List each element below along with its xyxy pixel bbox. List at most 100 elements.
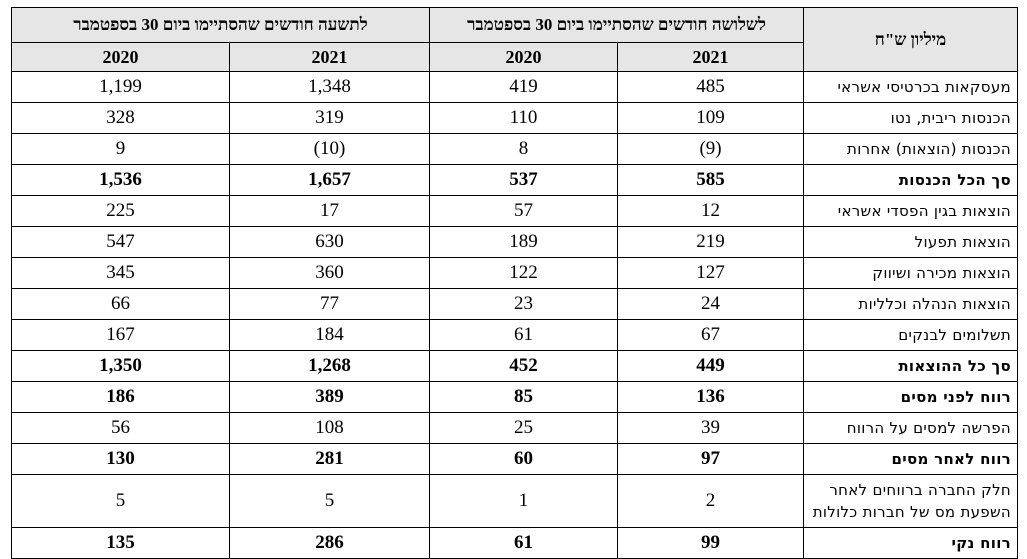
row-value: 1,348 xyxy=(229,71,430,103)
row-value: 286 xyxy=(229,527,430,559)
row-value: 39 xyxy=(617,412,805,444)
row-value: 77 xyxy=(229,288,430,320)
row-value: 419 xyxy=(428,71,619,103)
row-label: הוצאות בגין הפסדי אשראי xyxy=(803,195,1019,227)
row-value: 135 xyxy=(11,527,230,559)
row-value: 24 xyxy=(617,288,805,320)
table-row: סך כל ההוצאות 449 452 1,268 1,350 xyxy=(11,350,1019,382)
row-value: 547 xyxy=(11,226,230,258)
row-value: 485 xyxy=(617,71,805,103)
row-value: 23 xyxy=(428,288,619,320)
row-label: סך הכל הכנסות xyxy=(803,164,1019,196)
row-value: 136 xyxy=(617,381,805,413)
table-body: מעסקאות בכרטיסי אשראי 485 419 1,348 1,199 הכנ… xyxy=(11,71,1019,559)
row-value: 127 xyxy=(617,257,805,289)
table-row: תשלומים לבנקים 67 61 184 167 xyxy=(11,319,1019,351)
row-value: 328 xyxy=(11,102,230,134)
row-value: 219 xyxy=(617,226,805,258)
row-value: 1,536 xyxy=(11,164,230,196)
row-value: 85 xyxy=(428,381,619,413)
row-label: רווח לאחר מסים xyxy=(803,443,1019,475)
label-column-header: מיליון ש"ח xyxy=(803,7,1019,72)
table-row: הוצאות בגין הפסדי אשראי 12 57 17 225 xyxy=(11,195,1019,227)
row-value: 5 xyxy=(229,474,430,528)
row-value: 60 xyxy=(428,443,619,475)
row-value: 9 xyxy=(11,133,230,165)
row-value: 1 xyxy=(428,474,619,528)
row-value: 122 xyxy=(428,257,619,289)
row-label: רווח לפני מסים xyxy=(803,381,1019,413)
row-label: הפרשה למסים על הרווח xyxy=(803,412,1019,444)
table-row: רווח לפני מסים 136 85 389 186 xyxy=(11,381,1019,413)
row-value: 25 xyxy=(428,412,619,444)
row-value: 630 xyxy=(229,226,430,258)
row-value: 99 xyxy=(617,527,805,559)
year-header: 2020 xyxy=(11,42,230,72)
row-value: 61 xyxy=(428,527,619,559)
table-row: מעסקאות בכרטיסי אשראי 485 419 1,348 1,199 xyxy=(11,71,1019,103)
table-row: סך הכל הכנסות 585 537 1,657 1,536 xyxy=(11,164,1019,196)
table-row: הוצאות תפעול 219 189 630 547 xyxy=(11,226,1019,258)
row-value: 452 xyxy=(428,350,619,382)
row-value: 1,350 xyxy=(11,350,230,382)
row-label: הוצאות מכירה ושיווק xyxy=(803,257,1019,289)
row-value: 281 xyxy=(229,443,430,475)
year-header: 2021 xyxy=(617,42,805,72)
year-header: 2021 xyxy=(229,42,430,72)
row-value: 56 xyxy=(11,412,230,444)
row-value: 108 xyxy=(229,412,430,444)
row-value: 57 xyxy=(428,195,619,227)
row-value: 1,268 xyxy=(229,350,430,382)
row-label: מעסקאות בכרטיסי אשראי xyxy=(803,71,1019,103)
table-row: חלק החברה ברווחים לאחר השפעת מס של חברות… xyxy=(11,474,1019,528)
row-value: 1,657 xyxy=(229,164,430,196)
row-value: 449 xyxy=(617,350,805,382)
table-row: הכנסות ריבית, נטו 109 110 319 328 xyxy=(11,102,1019,134)
row-label: חלק החברה ברווחים לאחר השפעת מס של חברות… xyxy=(803,474,1019,528)
row-value: 186 xyxy=(11,381,230,413)
row-value: 345 xyxy=(11,257,230,289)
row-label: סך כל ההוצאות xyxy=(803,350,1019,382)
year-header: 2020 xyxy=(428,42,619,72)
row-value: 189 xyxy=(428,226,619,258)
row-value: 389 xyxy=(229,381,430,413)
row-value: 167 xyxy=(11,319,230,351)
row-value: (10) xyxy=(229,133,430,165)
row-value: 225 xyxy=(11,195,230,227)
table-row: הוצאות הנהלה וכלליות 24 23 77 66 xyxy=(11,288,1019,320)
row-value: 2 xyxy=(617,474,805,528)
row-value: 1,199 xyxy=(11,71,230,103)
row-label: הכנסות (הוצאות) אחרות xyxy=(803,133,1019,165)
table-header: מיליון ש"ח לשלושה חודשים שהסתיימו ביום 3… xyxy=(11,7,1019,72)
header-group-row: מיליון ש"ח לשלושה חודשים שהסתיימו ביום 3… xyxy=(11,7,1019,72)
table-row: הוצאות מכירה ושיווק 127 122 360 345 xyxy=(11,257,1019,289)
row-value: 8 xyxy=(428,133,619,165)
table-row: רווח נקי 99 61 286 135 xyxy=(11,527,1019,559)
table-row: רווח לאחר מסים 97 60 281 130 xyxy=(11,443,1019,475)
row-label: הוצאות תפעול xyxy=(803,226,1019,258)
table-row: הפרשה למסים על הרווח 39 25 108 56 xyxy=(11,412,1019,444)
row-value: 360 xyxy=(229,257,430,289)
row-value: 67 xyxy=(617,319,805,351)
header-years-row: 2021 2020 2021 2020 xyxy=(11,42,1018,72)
row-value: 537 xyxy=(428,164,619,196)
row-label: תשלומים לבנקים xyxy=(803,319,1019,351)
row-value: 97 xyxy=(617,443,805,475)
row-value: 5 xyxy=(11,474,230,528)
table-row: הכנסות (הוצאות) אחרות (9) 8 (10) 9 xyxy=(11,133,1019,165)
nine-months-header: לתשעה חודשים שהסתיימו ביום 30 בספטמבר xyxy=(11,7,430,43)
row-label: הכנסות ריבית, נטו xyxy=(803,102,1019,134)
row-value: 130 xyxy=(11,443,230,475)
row-value: 319 xyxy=(229,102,430,134)
row-label: רווח נקי xyxy=(803,527,1019,559)
row-value: 109 xyxy=(617,102,805,134)
row-label: הוצאות הנהלה וכלליות xyxy=(803,288,1019,320)
row-value: 184 xyxy=(229,319,430,351)
row-value: 66 xyxy=(11,288,230,320)
row-value: 585 xyxy=(617,164,805,196)
three-months-header: לשלושה חודשים שהסתיימו ביום 30 בספטמבר xyxy=(428,7,805,43)
row-value: 110 xyxy=(428,102,619,134)
row-value: 12 xyxy=(617,195,805,227)
row-value: (9) xyxy=(617,133,805,165)
row-value: 17 xyxy=(229,195,430,227)
